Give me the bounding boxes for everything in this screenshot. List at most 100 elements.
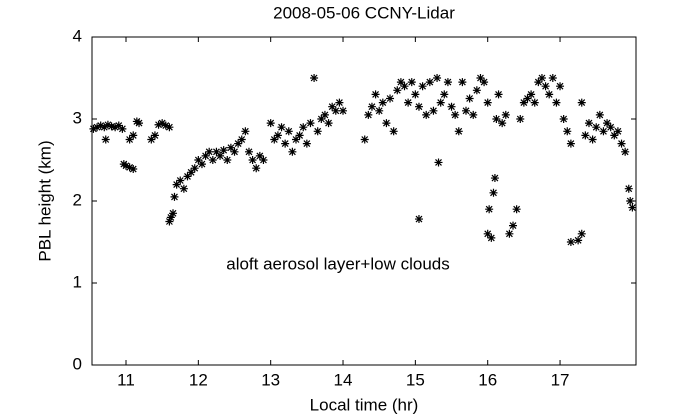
point [101, 135, 110, 144]
y-tick-label: 1 [73, 272, 82, 291]
point [545, 90, 554, 99]
point [190, 164, 199, 173]
y-axis-label: PBL height (km) [35, 140, 54, 261]
point [306, 119, 315, 128]
point [295, 131, 304, 140]
point [523, 94, 532, 103]
point [436, 98, 445, 107]
point [89, 124, 98, 133]
x-tick-label: 15 [406, 370, 425, 389]
point [472, 86, 481, 95]
point [107, 122, 116, 131]
point [100, 123, 109, 132]
point [599, 127, 608, 136]
point [129, 165, 138, 174]
point [581, 131, 590, 140]
point [610, 131, 619, 140]
point [166, 213, 175, 222]
point [400, 82, 409, 91]
point [367, 102, 376, 111]
point [454, 127, 463, 136]
point [516, 115, 525, 123]
point [234, 139, 243, 148]
point [288, 147, 297, 156]
point [498, 119, 507, 128]
point [490, 174, 499, 183]
point [626, 197, 635, 205]
point [613, 127, 622, 136]
point [487, 233, 496, 242]
point [187, 168, 196, 177]
point [624, 184, 633, 193]
point [603, 119, 612, 128]
point [530, 98, 539, 107]
point [93, 123, 102, 132]
point [183, 172, 192, 181]
point [393, 86, 402, 95]
annotation: aloft aerosol layer+low clouds [226, 254, 449, 273]
point [494, 90, 503, 99]
point [122, 161, 130, 170]
point [425, 78, 434, 87]
point [382, 119, 391, 128]
point [414, 215, 423, 224]
point [216, 151, 225, 160]
point [328, 102, 337, 111]
point [588, 135, 597, 144]
point [125, 135, 134, 144]
point [135, 119, 144, 128]
point [606, 123, 615, 132]
point [462, 106, 470, 115]
point [476, 74, 485, 82]
point [158, 119, 167, 128]
point [519, 98, 528, 107]
point [559, 115, 568, 123]
point [150, 131, 159, 140]
point [404, 98, 413, 107]
point [165, 123, 174, 132]
point [313, 127, 322, 136]
point [489, 188, 498, 197]
point [176, 176, 185, 185]
x-axis-label: Local time (hr) [310, 395, 419, 414]
point [509, 221, 518, 230]
point [485, 205, 494, 214]
point [527, 90, 536, 99]
x-tick-label: 12 [189, 370, 208, 389]
point [310, 74, 319, 82]
point [252, 164, 261, 173]
point [114, 121, 123, 130]
point [378, 98, 387, 107]
point [422, 110, 431, 119]
x-tick-label: 16 [478, 370, 497, 389]
point [360, 135, 369, 144]
point [628, 203, 637, 212]
point [577, 229, 586, 238]
point [273, 131, 282, 140]
point [566, 139, 575, 148]
point [194, 156, 203, 164]
point [129, 131, 138, 140]
point [277, 123, 286, 132]
point [411, 90, 420, 99]
point [244, 147, 253, 156]
point [292, 135, 300, 144]
point [548, 74, 557, 82]
point [324, 119, 333, 128]
point [434, 158, 443, 167]
point [96, 121, 105, 130]
point [255, 151, 264, 160]
point [226, 143, 235, 152]
point [389, 127, 398, 136]
point [299, 123, 308, 132]
point [172, 180, 181, 189]
x-tick-label: 13 [261, 370, 280, 389]
point [270, 135, 279, 144]
point [429, 106, 438, 115]
point [563, 127, 572, 136]
point [512, 205, 521, 214]
point [595, 110, 604, 119]
point [556, 82, 565, 91]
